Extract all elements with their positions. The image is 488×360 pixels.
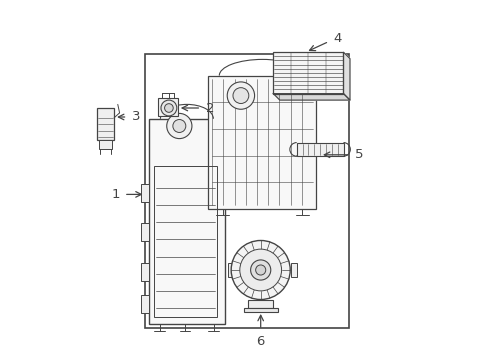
Text: 6: 6 (256, 335, 264, 348)
Bar (141, 295, 149, 313)
Polygon shape (273, 94, 349, 100)
Circle shape (239, 249, 281, 291)
Bar (97, 108, 114, 140)
Bar (153, 166, 216, 317)
Circle shape (231, 240, 289, 300)
Bar (149, 119, 224, 324)
Bar (145, 54, 348, 328)
Circle shape (164, 104, 173, 112)
Circle shape (161, 100, 177, 116)
Bar (247, 300, 273, 308)
Circle shape (250, 260, 270, 280)
Bar (158, 98, 178, 116)
Bar (141, 223, 149, 241)
Circle shape (166, 113, 192, 139)
Bar (141, 184, 149, 202)
Bar (243, 308, 277, 312)
Circle shape (232, 88, 248, 104)
Text: 5: 5 (355, 148, 363, 161)
Circle shape (227, 82, 254, 109)
Text: 1: 1 (111, 188, 120, 201)
Bar (99, 140, 112, 149)
Bar (296, 143, 343, 156)
Text: 3: 3 (132, 111, 140, 123)
Text: 2: 2 (205, 102, 214, 114)
Bar (273, 52, 343, 94)
Polygon shape (343, 52, 349, 100)
Bar (141, 263, 149, 281)
Bar (290, 263, 296, 277)
Circle shape (172, 120, 185, 132)
Text: 4: 4 (333, 32, 342, 45)
Bar (208, 76, 316, 209)
Circle shape (255, 265, 265, 275)
Bar (227, 263, 234, 277)
